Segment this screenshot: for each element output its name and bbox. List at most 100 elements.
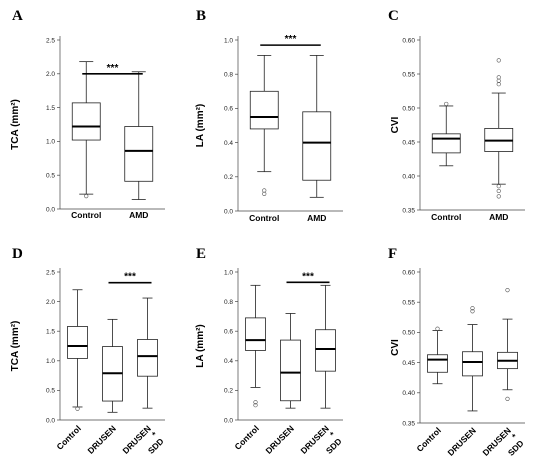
- category-label-e-2: DRUSEN*SDD: [298, 423, 344, 463]
- outlier-c-0-0: [444, 101, 449, 107]
- category-label-b-1: AMD: [307, 213, 326, 223]
- panel-letter-e: E: [196, 246, 206, 262]
- y-tick-label-e-4: 0.8: [224, 299, 233, 306]
- category-label-e-1: DRUSEN: [263, 423, 295, 455]
- box-d-2: [137, 339, 158, 377]
- panel-letter-d: D: [12, 246, 23, 262]
- outlier-f-2-0: [505, 288, 510, 293]
- y-axis-label-e: LA (mm²): [195, 324, 206, 368]
- outlier-b-0-0: [262, 188, 267, 193]
- outlier-f-1-0: [470, 306, 475, 311]
- y-tick-label-c-0: 0.35: [402, 207, 415, 214]
- category-label-line-d-2-2: SDD: [146, 436, 166, 456]
- outlier-d-0-0: [75, 406, 80, 411]
- y-tick-label-f-5: 0.60: [402, 269, 415, 276]
- outlier-e-0-1: [253, 403, 258, 408]
- outlier-c-1-4: [496, 184, 501, 189]
- y-tick-label-a-4: 2.0: [46, 71, 55, 78]
- y-tick-label-e-3: 0.6: [224, 329, 233, 336]
- y-tick-label-b-4: 0.8: [224, 72, 233, 79]
- y-axis-label-c: CVI: [390, 116, 401, 133]
- box-a-1: [124, 126, 154, 182]
- y-tick-label-d-5: 2.5: [46, 269, 55, 276]
- box-d-0: [67, 326, 88, 359]
- y-tick-label-d-1: 0.5: [46, 388, 55, 395]
- outlier-c-1-1: [496, 75, 501, 80]
- y-tick-label-f-3: 0.50: [402, 330, 415, 337]
- y-axis-label-f: CVI: [390, 339, 401, 356]
- box-c-0: [431, 133, 461, 154]
- category-label-line-f-1-0: DRUSEN: [445, 425, 477, 457]
- box-f-1: [462, 351, 483, 377]
- y-tick-label-e-1: 0.2: [224, 388, 233, 395]
- y-tick-label-e-5: 1.0: [224, 269, 233, 276]
- box-e-2: [315, 329, 336, 372]
- box-e-0: [245, 317, 266, 351]
- y-tick-label-f-2: 0.45: [402, 360, 415, 367]
- category-label-e-0: Control: [232, 423, 260, 451]
- category-label-f-2: DRUSEN*SDD: [480, 425, 526, 463]
- panel-letter-a: A: [12, 8, 23, 24]
- category-label-d-1: DRUSEN: [85, 423, 117, 455]
- box-e-1: [280, 339, 301, 402]
- y-tick-label-c-5: 0.60: [402, 37, 415, 44]
- y-tick-label-f-0: 0.35: [402, 420, 415, 427]
- category-label-d-2: DRUSEN*SDD: [120, 423, 166, 463]
- y-axis-label-d: TCA (mm²): [10, 321, 21, 372]
- y-tick-label-d-4: 2.0: [46, 299, 55, 306]
- y-tick-label-a-1: 0.5: [46, 173, 55, 180]
- y-tick-label-a-3: 1.5: [46, 105, 55, 112]
- y-tick-label-a-0: 0.0: [46, 206, 55, 213]
- outlier-e-0-0: [253, 400, 258, 405]
- y-tick-label-d-2: 1.0: [46, 358, 55, 365]
- y-tick-label-b-3: 0.6: [224, 106, 233, 113]
- significance-label-d-0: ***: [124, 272, 136, 283]
- category-label-line-f-0-0: Control: [414, 425, 442, 453]
- category-label-line-f-2-1: *: [510, 431, 520, 441]
- category-label-line-e-2-2: SDD: [324, 436, 344, 456]
- y-tick-label-c-4: 0.55: [402, 71, 415, 78]
- y-tick-label-e-2: 0.4: [224, 358, 233, 365]
- category-label-c-0: Control: [431, 212, 461, 222]
- y-axis-label-b: LA (mm²): [195, 104, 206, 148]
- outlier-c-1-2: [496, 78, 501, 83]
- outlier-c-1-3: [496, 82, 501, 87]
- category-label-line-d-2-1: *: [150, 429, 160, 439]
- y-axis-label-a: TCA (mm²): [10, 99, 21, 150]
- y-tick-label-f-4: 0.55: [402, 300, 415, 307]
- y-tick-label-c-3: 0.50: [402, 105, 415, 112]
- category-label-a-1: AMD: [129, 210, 148, 220]
- outlier-a-0-0: [84, 194, 89, 199]
- significance-label-b-0: ***: [285, 34, 297, 45]
- category-label-line-f-2-2: SDD: [506, 438, 526, 458]
- category-label-d-0: Control: [54, 423, 82, 451]
- box-a-0: [71, 102, 101, 141]
- y-tick-label-b-5: 1.0: [224, 37, 233, 44]
- category-label-c-1: AMD: [489, 212, 508, 222]
- outlier-b-0-1: [262, 191, 267, 196]
- significance-label-a-0: ***: [107, 63, 119, 74]
- category-label-line-e-1-0: DRUSEN: [263, 423, 295, 455]
- category-label-line-e-0-0: Control: [232, 423, 260, 451]
- box-f-0: [427, 354, 448, 373]
- y-tick-label-f-1: 0.40: [402, 390, 415, 397]
- category-label-b-0: Control: [249, 213, 279, 223]
- y-tick-label-c-2: 0.45: [402, 139, 415, 146]
- panel-letter-b: B: [196, 8, 206, 24]
- category-label-a-0: Control: [71, 210, 101, 220]
- outlier-f-1-1: [470, 309, 475, 314]
- category-label-f-1: DRUSEN: [445, 425, 477, 457]
- box-b-0: [249, 90, 279, 130]
- y-tick-label-e-0: 0.0: [224, 417, 233, 424]
- panel-letter-f: F: [388, 246, 397, 262]
- category-label-line-e-2-1: *: [328, 429, 338, 439]
- outlier-c-1-6: [496, 194, 501, 199]
- category-label-line-d-1-0: DRUSEN: [85, 423, 117, 455]
- y-tick-label-b-1: 0.2: [224, 174, 233, 181]
- significance-label-e-0: ***: [302, 271, 314, 282]
- outlier-f-0-0: [435, 326, 440, 331]
- category-label-line-d-0-0: Control: [54, 423, 82, 451]
- outlier-f-2-1: [505, 396, 510, 401]
- box-b-1: [302, 111, 332, 181]
